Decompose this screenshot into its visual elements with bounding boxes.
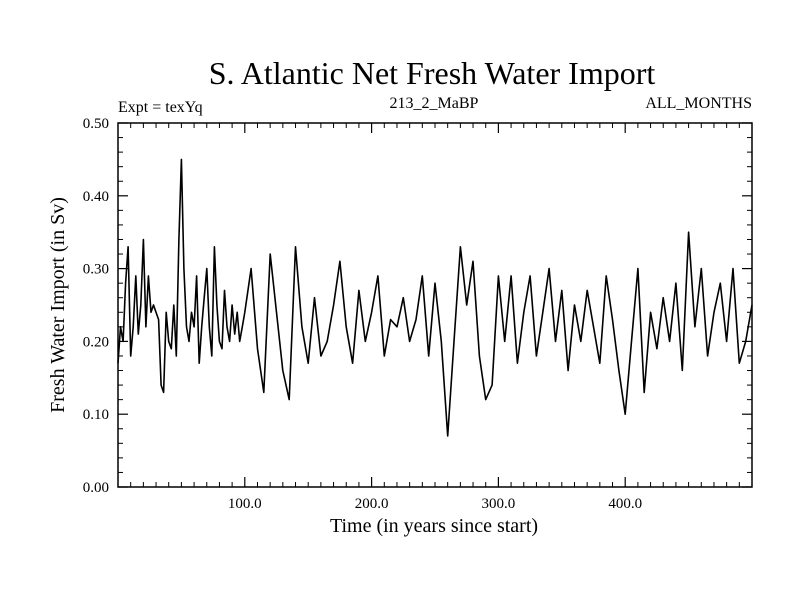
y-tick-label: 0.00: [83, 480, 109, 496]
x-tick-label: 100.0: [228, 496, 262, 512]
x-tick-label: 400.0: [608, 496, 642, 512]
x-axis-label: Time (in years since start): [330, 515, 538, 537]
chart-title: S. Atlantic Net Fresh Water Import: [209, 55, 656, 91]
y-tick-label: 0.30: [83, 262, 109, 278]
subtitle-left: Expt = texYq: [118, 99, 203, 116]
y-axis-label: Fresh Water Import (in Sv): [47, 197, 69, 413]
series-line-0: [117, 158, 753, 437]
y-tick-label: 0.10: [83, 407, 109, 423]
x-tick-label: 200.0: [355, 496, 389, 512]
y-tick-label: 0.50: [83, 116, 109, 132]
axis-ticks: 100.0 200.0 300.0 400.0 0.00 0.10 0.20 0.30 0.40…: [83, 116, 752, 512]
series-layer: [117, 158, 753, 437]
subtitle-right: ALL_MONTHS: [645, 95, 752, 112]
subtitle-center: 213_2_MaBP: [390, 95, 479, 112]
y-tick-label: 0.20: [83, 334, 109, 350]
x-tick-label: 300.0: [482, 496, 516, 512]
y-tick-label: 0.40: [83, 189, 109, 205]
